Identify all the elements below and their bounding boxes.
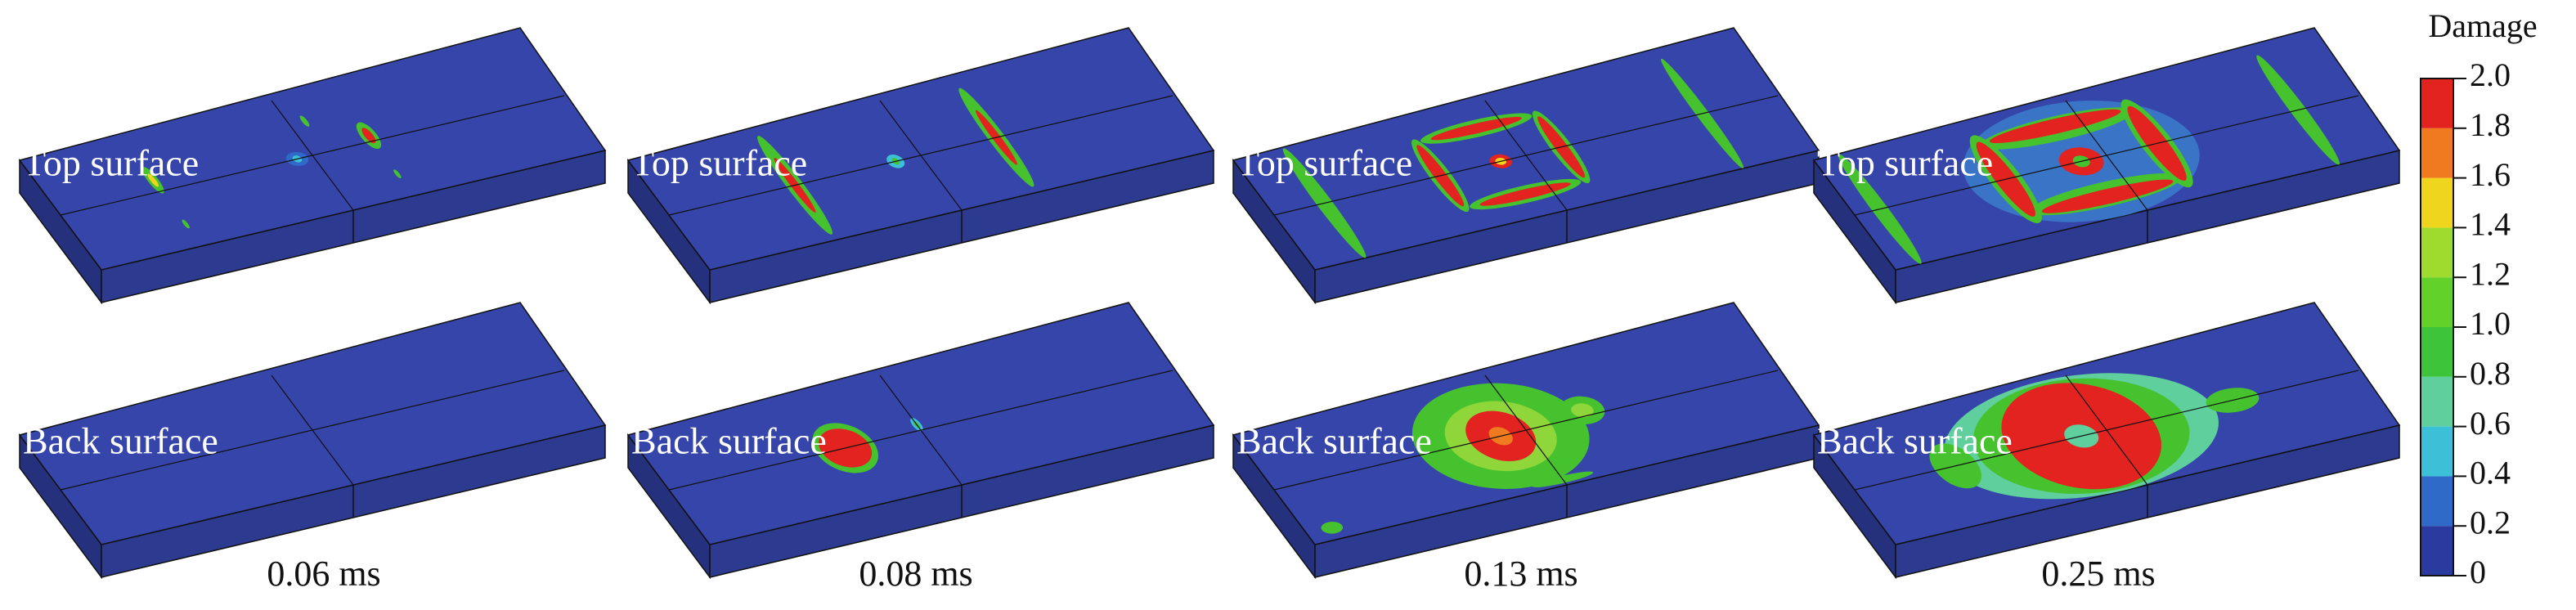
colorbar-tick-label: 1.0: [2470, 305, 2511, 342]
partition-line: [669, 96, 1173, 215]
colorbar-tick-label: 0.2: [2470, 504, 2511, 540]
colorbar-tick-label: 0: [2470, 554, 2486, 590]
partition-line: [669, 370, 1173, 490]
top-face-plane: [20, 41, 605, 229]
slab-top-face: [18, 302, 607, 545]
colorbar-bin: [2421, 128, 2453, 178]
time-label: 0.13 ms: [1464, 554, 1577, 594]
damage-zone: [1989, 109, 2121, 144]
damage-zone: [393, 169, 402, 179]
colorbar-bin: [2421, 277, 2453, 327]
colorbar: Damage 0 0.2 0.4 0.6 0.8 1.0 1.2 1.4 1.6 1.8 2.0: [2420, 7, 2538, 590]
row-label: Top surface: [23, 142, 199, 184]
slab-top-face: [626, 27, 1215, 271]
damage-field: [141, 115, 402, 229]
top-face-plane: [1233, 316, 1819, 534]
colorbar-tick-label: 1.2: [2470, 255, 2511, 292]
row-label: Top surface: [1817, 142, 1993, 184]
colorbar-bin: [2421, 476, 2453, 527]
slab-top-face: [1232, 27, 1820, 271]
colorbar-tick-label: 0.8: [2470, 355, 2511, 392]
top-face-plane: [1814, 316, 2399, 500]
panels: Top surface Back surface 0.06 ms Top surfac…: [18, 27, 2401, 594]
partition-line: [1855, 96, 2358, 215]
time-label: 0.06 ms: [267, 554, 380, 594]
colorbar-bin: [2421, 526, 2453, 576]
colorbar-bin: [2421, 376, 2453, 427]
top-face-plane: [1838, 55, 2399, 264]
colorbar-bin: [2421, 426, 2453, 477]
panel: Back surface: [1232, 302, 1820, 580]
colorbar-tick-label: 2.0: [2470, 56, 2511, 93]
panel: Top surface: [18, 27, 607, 305]
top-face-plane: [628, 316, 1214, 545]
slab-top-face: [626, 302, 1215, 545]
colorbar-title: Damage: [2428, 7, 2537, 44]
colorbar-bin: [2421, 177, 2453, 228]
panel: Top surface: [1812, 27, 2401, 305]
panel: Back surface: [626, 302, 1215, 580]
damage-zone: [299, 115, 310, 127]
partition-line: [1855, 370, 2358, 490]
colorbar-tick-label: 0.6: [2470, 405, 2511, 442]
row-label: Top surface: [631, 142, 807, 184]
damage-zone: [361, 128, 376, 144]
damage-zone: [147, 173, 159, 187]
time-label: 0.08 ms: [859, 554, 972, 594]
row-label: Back surface: [631, 420, 827, 462]
damage-zone: [1479, 182, 1571, 206]
damage-zone: [182, 219, 190, 229]
damage-zone: [1571, 403, 1594, 418]
partition-line: [61, 370, 564, 490]
colorbar-tick-label: 1.6: [2470, 156, 2511, 193]
colorbar-tick-label: 1.4: [2470, 206, 2511, 243]
top-face-plane: [1233, 58, 1819, 258]
colorbar-bin: [2421, 78, 2453, 128]
colorbar-bin: [2421, 327, 2453, 377]
row-label: Back surface: [1817, 420, 2013, 462]
time-label: 0.25 ms: [2041, 554, 2155, 594]
panel: Back surface: [1812, 302, 2401, 580]
damage-zone: [2041, 179, 2174, 213]
panel: Top surface: [626, 27, 1215, 305]
panel: Top surface: [1232, 27, 1820, 305]
row-label: Back surface: [1236, 420, 1432, 462]
colorbar-tick-label: 1.8: [2470, 106, 2511, 143]
top-face-plane: [628, 87, 1214, 235]
top-face-plane: [20, 316, 605, 545]
damage-zone: [1430, 116, 1522, 141]
partition-line: [1274, 370, 1778, 490]
row-label: Top surface: [1236, 142, 1412, 184]
partition-line: [61, 96, 564, 215]
colorbar-tick-label: 0.4: [2470, 455, 2511, 491]
slab-top-face: [18, 27, 607, 271]
row-label: Back surface: [23, 420, 218, 462]
partition-line: [1274, 96, 1778, 215]
panel: Back surface: [18, 302, 607, 580]
damage-zone: [1321, 521, 1344, 534]
colorbar-bin: [2421, 227, 2453, 278]
